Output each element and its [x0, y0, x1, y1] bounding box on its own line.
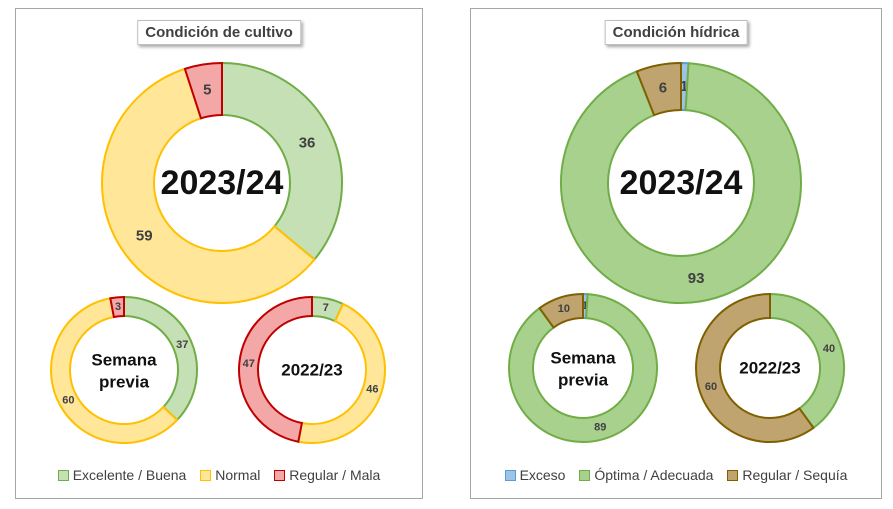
segment-value-label: 37	[176, 339, 188, 351]
segment-value-label: 89	[594, 422, 606, 434]
donut-segment	[538, 292, 584, 329]
donut-center-label: Semana	[550, 349, 616, 368]
segment-value-label: 60	[62, 395, 74, 407]
donut-segment	[560, 62, 802, 304]
donut-center-label: previa	[99, 373, 150, 392]
segment-value-label: 5	[203, 82, 211, 99]
legend-swatch	[274, 470, 286, 481]
donut-center-label: previa	[558, 371, 609, 390]
water-condition-legend: Exceso Óptima / Adecuada Regular / Sequí…	[471, 467, 881, 483]
donut-segment	[221, 61, 343, 261]
segment-value-label: 1	[680, 78, 688, 95]
legend-item-exceso: Exceso	[504, 467, 566, 483]
legend-label: Óptima / Adecuada	[594, 467, 714, 483]
crop-condition-panel: 36 59 5 2023/24 37 60 3 Semana previa 7 46 47 2022/2…	[15, 8, 423, 499]
donut-center-label: 2023/24	[620, 164, 743, 202]
legend-item-normal: Normal	[200, 467, 260, 483]
donut-center-label: 2022/23	[739, 359, 800, 378]
donut-segment	[238, 295, 313, 443]
segment-value-label: 59	[136, 227, 153, 244]
segment-value-label: 60	[705, 381, 717, 393]
donut-segment	[635, 61, 682, 117]
segment-value-label: 10	[558, 303, 570, 315]
legend-item-optima-adecuada: Óptima / Adecuada	[579, 467, 713, 483]
segment-value-label: 93	[688, 270, 705, 287]
donut-segment	[101, 67, 316, 304]
legend-label: Regular / Mala	[289, 467, 381, 483]
segment-value-label: 1	[582, 300, 588, 312]
legend-swatch	[579, 470, 591, 481]
segment-value-label: 36	[299, 134, 316, 151]
segment-value-label: 7	[323, 302, 329, 314]
legend-label: Regular / Sequía	[742, 467, 848, 483]
donut-segment	[508, 293, 658, 443]
legend-swatch	[727, 470, 739, 481]
donut-segment	[695, 292, 815, 443]
legend-label: Exceso	[519, 467, 566, 483]
donut-center-label: 2022/23	[281, 361, 342, 380]
legend-swatch	[504, 470, 516, 481]
legend-item-regular-sequia: Regular / Sequía	[727, 467, 847, 483]
legend-item-excelente-buena: Excelente / Buena	[57, 467, 187, 483]
legend-swatch	[57, 470, 69, 481]
segment-value-label: 3	[115, 301, 121, 313]
crop-condition-legend: Excelente / Buena Normal Regular / Mala	[16, 467, 422, 483]
crop-condition-title: Condición de cultivo	[137, 20, 301, 45]
legend-label: Excelente / Buena	[72, 467, 187, 483]
segment-value-label: 6	[659, 80, 667, 97]
legend-item-regular-mala: Regular / Mala	[274, 467, 380, 483]
water-condition-panel: 1 93 6 2023/24 1 89 10 Semana previa 40 60 2022/23 …	[470, 8, 882, 499]
crop-condition-chart: 36 59 5 2023/24 37 60 3 Semana previa 7 46 47 2022/2…	[50, 61, 386, 444]
water-condition-title: Condición hídrica	[604, 20, 748, 45]
legend-swatch	[200, 470, 212, 481]
donut-segment	[50, 297, 179, 444]
segment-value-label: 46	[366, 384, 378, 396]
segment-value-label: 40	[823, 343, 835, 355]
donut-segment	[183, 61, 223, 120]
donut-segment	[109, 295, 125, 319]
donut-center-label: 2023/24	[161, 164, 284, 202]
legend-label: Normal	[215, 467, 261, 483]
segment-value-label: 47	[243, 358, 255, 370]
donut-center-label: Semana	[91, 351, 157, 370]
water-condition-chart: 1 93 6 2023/24 1 89 10 Semana previa 40 60 2022/23	[508, 61, 845, 443]
